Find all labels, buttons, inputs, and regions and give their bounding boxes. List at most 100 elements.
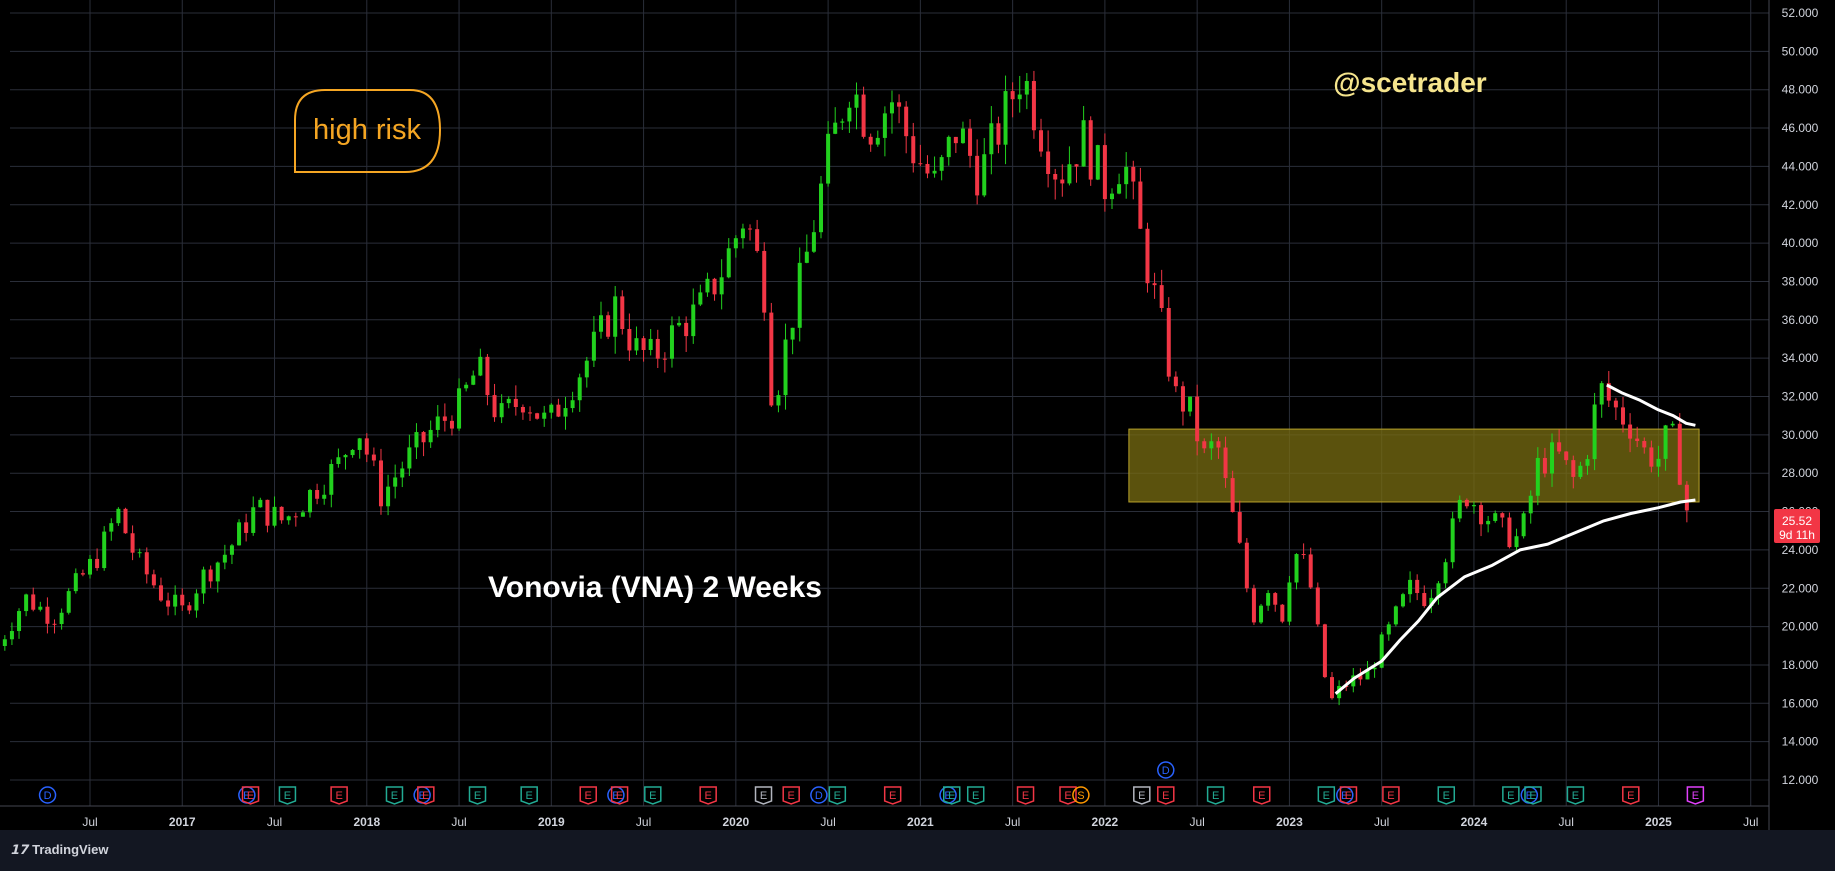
high-risk-annotation[interactable]: high risk bbox=[294, 89, 442, 173]
event-marker[interactable]: E bbox=[417, 786, 435, 805]
candlestick-series bbox=[2, 70, 1689, 706]
event-label: E bbox=[1529, 790, 1536, 802]
candle-body bbox=[535, 413, 540, 419]
earnings-icon bbox=[1339, 786, 1358, 805]
candle-body bbox=[38, 606, 43, 610]
chart-background bbox=[0, 0, 1835, 830]
event-marker[interactable]: D bbox=[810, 786, 828, 804]
event-marker[interactable]: E bbox=[1502, 786, 1520, 805]
candle-body bbox=[641, 338, 646, 350]
earnings-icon bbox=[1317, 786, 1336, 805]
y-tick-label: 18.000 bbox=[1782, 658, 1819, 672]
event-label: E bbox=[1064, 790, 1071, 802]
time-axis[interactable]: Jul 2017 Jul 2018 Jul 2019 Jul 2020 Jul 2021 Jul 20… bbox=[82, 815, 1758, 829]
event-marker[interactable]: E bbox=[644, 786, 662, 805]
candle-body bbox=[1031, 81, 1036, 131]
event-marker[interactable]: E bbox=[942, 786, 961, 805]
candle-body bbox=[1471, 505, 1476, 507]
event-marker[interactable]: E bbox=[610, 786, 629, 805]
candle-body bbox=[968, 128, 973, 156]
candle-body bbox=[1230, 478, 1235, 513]
event-marker[interactable]: E bbox=[1059, 786, 1077, 805]
candle-body bbox=[691, 304, 696, 337]
event-marker[interactable]: E bbox=[1437, 786, 1456, 805]
event-marker[interactable]: E bbox=[1382, 786, 1400, 805]
y-tick-label: 16.000 bbox=[1782, 696, 1819, 710]
candle-body bbox=[1635, 438, 1640, 442]
earnings-icon bbox=[1622, 786, 1640, 805]
event-marker[interactable]: E bbox=[579, 786, 597, 805]
event-marker[interactable]: S bbox=[1072, 786, 1090, 804]
event-marker[interactable]: E bbox=[1317, 786, 1336, 805]
candle-body bbox=[293, 516, 298, 518]
y-tick-label: 50.000 bbox=[1782, 44, 1819, 58]
event-marker[interactable]: E bbox=[1252, 786, 1271, 805]
candle-body bbox=[897, 102, 902, 107]
event-label: E bbox=[760, 790, 767, 802]
candle-body bbox=[80, 573, 85, 575]
candle-body bbox=[953, 136, 958, 144]
event-marker[interactable]: E bbox=[1566, 786, 1585, 805]
event-marker[interactable]: E bbox=[1524, 786, 1542, 805]
candle-body bbox=[244, 522, 249, 533]
event-marker[interactable]: E bbox=[468, 786, 487, 805]
last-price-badge: 25.52 9d 11h bbox=[1774, 509, 1820, 543]
event-marker[interactable]: E bbox=[828, 786, 847, 805]
event-marker[interactable]: E bbox=[1206, 786, 1225, 805]
event-marker[interactable]: D bbox=[38, 786, 57, 804]
candle-body bbox=[960, 128, 965, 144]
event-marker[interactable]: E bbox=[782, 786, 800, 805]
event-marker[interactable]: E bbox=[330, 786, 348, 805]
y-tick-label: 22.000 bbox=[1782, 581, 1819, 595]
event-label: E bbox=[1627, 790, 1634, 802]
candle-body bbox=[1330, 677, 1335, 699]
candle-body bbox=[1429, 597, 1434, 607]
earnings-icon bbox=[1016, 786, 1035, 805]
candle-body bbox=[925, 163, 930, 174]
event-marker[interactable]: E bbox=[754, 786, 773, 805]
candle-body bbox=[1642, 441, 1647, 448]
event-marker[interactable]: E bbox=[1133, 786, 1151, 805]
candle-body bbox=[1308, 554, 1313, 588]
price-axis[interactable]: 12.000 14.000 16.000 18.000 20.000 22.000 24.0… bbox=[1782, 6, 1819, 787]
candle-body bbox=[1202, 441, 1207, 449]
earnings-icon bbox=[241, 786, 260, 805]
event-marker[interactable]: E bbox=[520, 786, 538, 805]
candle-body bbox=[428, 429, 433, 443]
price-chart[interactable]: 12.000 14.000 16.000 18.000 20.000 22.000 24.0… bbox=[0, 0, 1835, 830]
resistance-zone bbox=[1128, 428, 1700, 503]
candle-body bbox=[1507, 517, 1512, 548]
candle-body bbox=[1386, 624, 1391, 635]
event-marker[interactable]: E bbox=[1157, 786, 1175, 805]
candle-body bbox=[549, 404, 554, 413]
candle-body bbox=[215, 562, 220, 582]
event-marker[interactable]: E bbox=[699, 786, 717, 805]
candle-body bbox=[2, 639, 7, 646]
event-label: E bbox=[284, 790, 291, 802]
event-marker[interactable]: E bbox=[1016, 786, 1035, 805]
candle-body bbox=[1166, 307, 1171, 377]
candle-body bbox=[1315, 587, 1320, 625]
candle-body bbox=[1415, 579, 1420, 594]
event-marker[interactable]: E bbox=[1686, 786, 1705, 805]
event-marker[interactable]: E bbox=[1622, 786, 1640, 805]
x-tick-label: 2022 bbox=[1092, 815, 1119, 829]
earnings-icon bbox=[1252, 786, 1271, 805]
candle-body bbox=[1656, 458, 1661, 467]
y-tick-label: 32.000 bbox=[1782, 390, 1819, 404]
event-marker[interactable]: E bbox=[966, 786, 985, 805]
candle-body bbox=[1152, 283, 1157, 286]
event-marker[interactable]: E bbox=[385, 786, 404, 805]
event-marker[interactable]: E bbox=[241, 786, 260, 805]
candle-body bbox=[1557, 442, 1562, 452]
event-marker[interactable]: E bbox=[1339, 786, 1358, 805]
candle-body bbox=[457, 388, 462, 429]
candle-body bbox=[868, 136, 873, 145]
candle-body bbox=[1408, 579, 1413, 595]
event-marker[interactable]: E bbox=[883, 786, 902, 805]
tradingview-brand[interactable]: 𝟭𝟳 TradingView bbox=[10, 842, 108, 858]
event-marker[interactable]: E bbox=[278, 786, 297, 805]
candle-body bbox=[286, 516, 291, 521]
candle-body bbox=[52, 623, 57, 625]
event-marker[interactable]: D bbox=[1157, 761, 1175, 779]
